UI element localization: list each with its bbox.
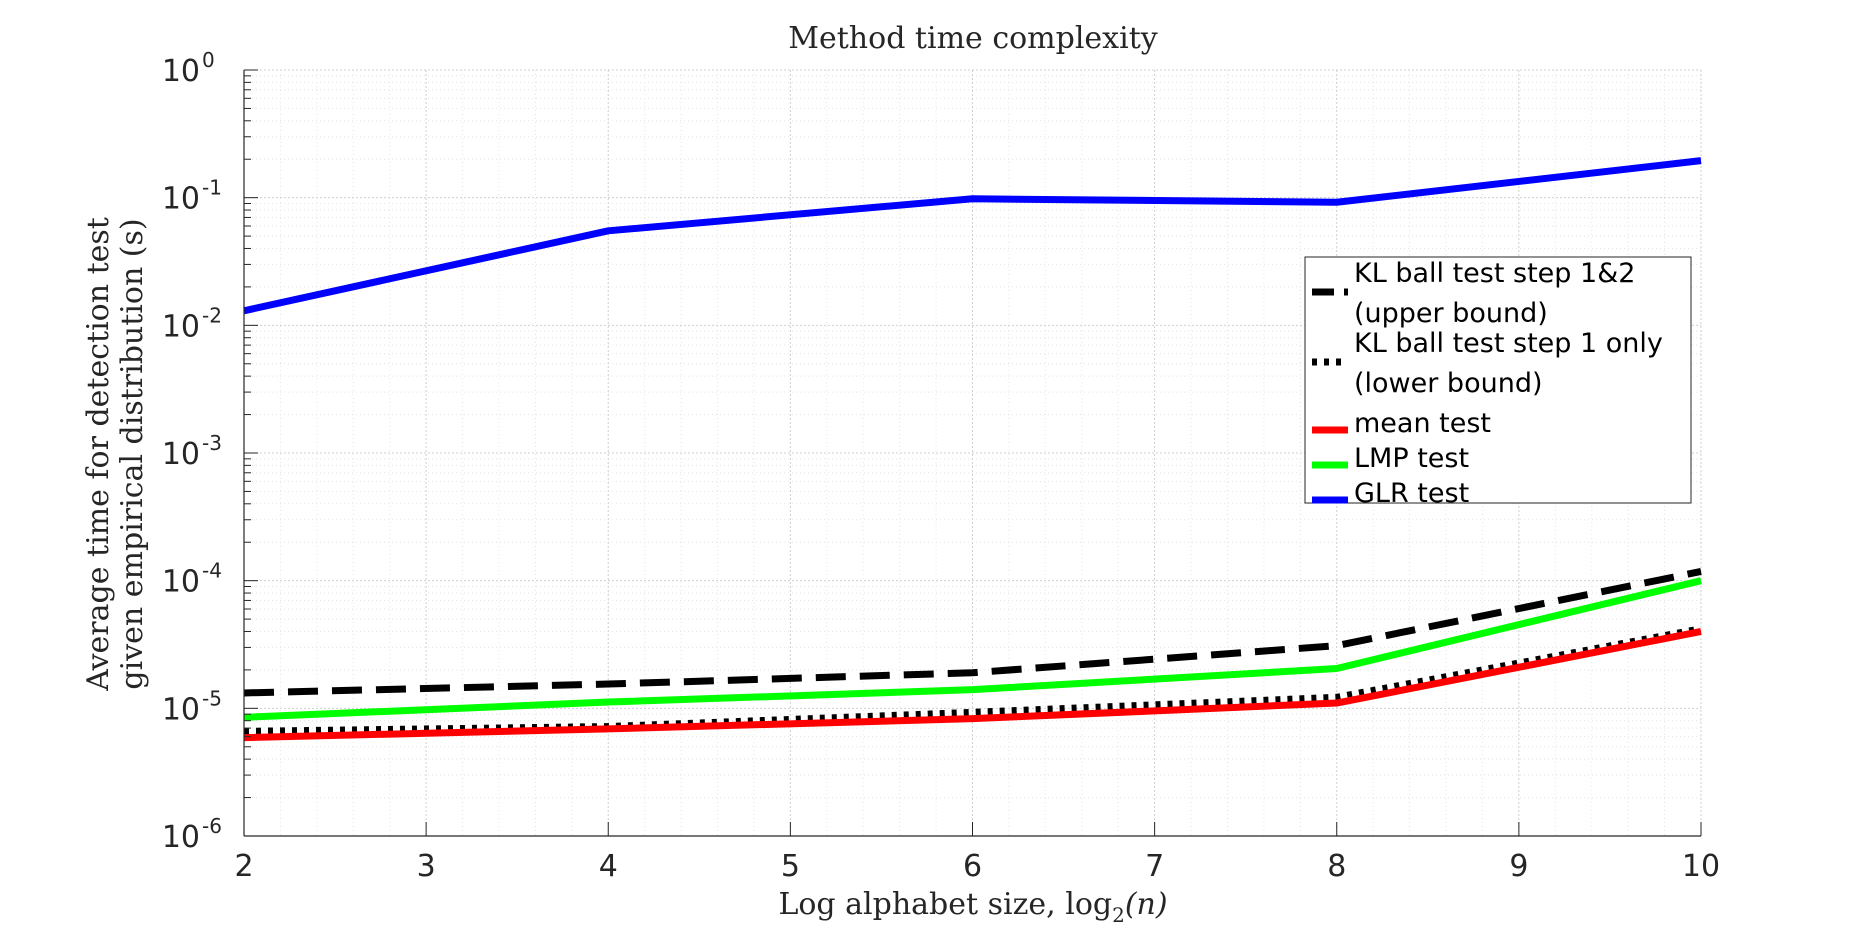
x-tick-label: 9 — [1509, 849, 1528, 884]
legend-label-0-line2: (upper bound) — [1354, 298, 1548, 329]
legend-label-3: LMP test — [1354, 443, 1469, 474]
y-tick-label: 10 — [162, 54, 200, 89]
series-line-3 — [243, 577, 1702, 721]
chart-title: Method time complexity — [788, 21, 1157, 56]
y-tick-label: 10 — [162, 437, 200, 472]
axes — [243, 69, 1702, 837]
series-line-0 — [243, 568, 1702, 697]
x-tick-label: 8 — [1327, 849, 1346, 884]
x-axis-label: Log alphabet size, log2(n) — [778, 887, 1167, 927]
legend-box — [1304, 256, 1692, 504]
x-axis-label-argument: (n) — [1125, 887, 1168, 922]
legend-label-2: mean test — [1354, 408, 1491, 439]
y-tick-exponent: -5 — [202, 686, 222, 710]
x-tick-labels: 2 3 4 5 6 7 8 9 10 — [234, 849, 1720, 884]
y-tick-label: 10 — [162, 565, 200, 600]
y-tick-exponent: -2 — [202, 303, 222, 327]
y-tick-label: 10 — [162, 820, 200, 855]
legend-label-4: GLR test — [1354, 478, 1469, 509]
series-lines — [243, 157, 1702, 742]
y-tick-exponent: -6 — [202, 814, 222, 838]
x-tick-label: 5 — [781, 849, 800, 884]
series-line-2 — [243, 628, 1702, 742]
legend-label-1-line2: (lower bound) — [1354, 368, 1543, 399]
y-tick-exponent: -1 — [202, 176, 222, 200]
x-tick-label: 4 — [599, 849, 618, 884]
x-tick-label: 10 — [1682, 849, 1720, 884]
series-line-4 — [243, 157, 1702, 315]
legend-label-1: KL ball test step 1 only — [1354, 328, 1663, 359]
y-tick-exponent: -3 — [202, 431, 222, 455]
legend: KL ball test step 1&2 (upper bound)KL bal… — [1304, 256, 1692, 509]
y-tick-exponent: -4 — [202, 559, 222, 583]
x-tick-label: 3 — [417, 849, 436, 884]
x-tick-label: 6 — [963, 849, 982, 884]
x-axis-label-subscript: 2 — [1112, 903, 1125, 927]
y-axis-label: Average time for detection test given em… — [81, 217, 150, 692]
y-axis-label-line1: Average time for detection test — [81, 217, 116, 692]
y-tick-label: 10 — [162, 692, 200, 727]
y-tick-exponent: 0 — [202, 48, 215, 72]
series-line-1 — [243, 625, 1702, 735]
y-axis-label-line2: given empirical distribution (s) — [115, 218, 150, 689]
y-tick-label: 10 — [162, 309, 200, 344]
x-axis-label-text: Log alphabet size, log — [778, 887, 1112, 922]
y-tick-label: 10 — [162, 182, 200, 217]
legend-label-0: KL ball test step 1&2 — [1354, 258, 1635, 289]
x-tick-label: 7 — [1145, 849, 1164, 884]
x-tick-label: 2 — [234, 849, 253, 884]
